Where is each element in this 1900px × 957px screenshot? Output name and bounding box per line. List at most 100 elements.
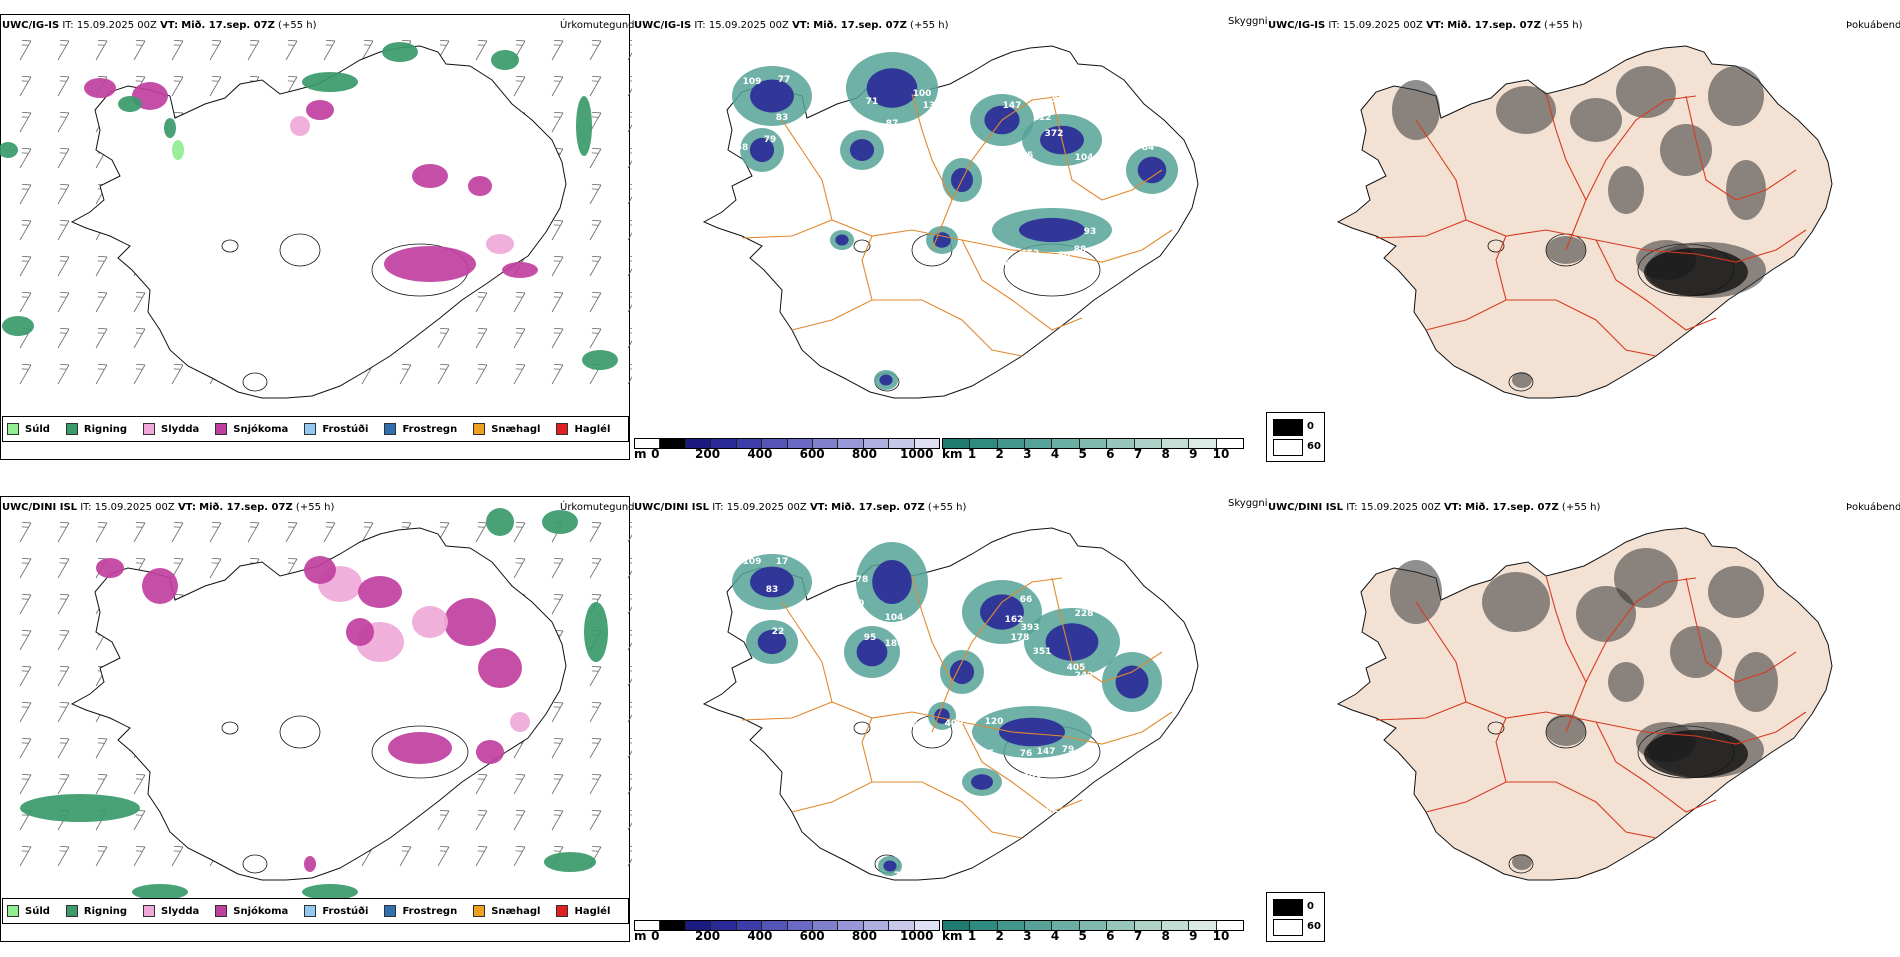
colorbar-cell — [997, 439, 1026, 448]
colorbar-tick: 600 — [799, 447, 825, 461]
wind-barb — [171, 76, 184, 97]
cloud-labels: 109 17 83 22 78 70 85 95 104 186 183 162 178 66 393 351… — [743, 557, 1094, 881]
precip-cell — [576, 96, 592, 156]
colorbar-cell — [736, 921, 763, 930]
wind-barb — [95, 846, 108, 867]
legend-swatch — [7, 905, 19, 917]
panel-header: UWC/DINI ISL IT: 15.09.2025 00Z VT: Mið.… — [2, 502, 334, 513]
cloud-core — [866, 68, 918, 108]
wind-barb — [589, 810, 602, 831]
wind-barb — [19, 630, 32, 651]
cloud-base-label: 117 — [1093, 169, 1112, 179]
wind-barb — [627, 112, 632, 133]
init-time: 15.09.2025 00Z — [76, 20, 157, 31]
colorbar-cell — [787, 921, 813, 930]
cloud-base-label: 152 — [1021, 249, 1040, 259]
cloud-base-label: 147 — [1037, 747, 1056, 757]
wind-barb — [589, 328, 602, 349]
cloud-core — [934, 708, 950, 724]
precip-cell — [306, 100, 334, 120]
cloud-base-label: 134 — [923, 101, 942, 111]
cloud-base-label: 183 — [933, 579, 952, 589]
colorbar-tick: 8 — [1161, 929, 1170, 943]
cloud-base-label: 79 — [764, 135, 777, 145]
fog-index-panel: UWC/DINI ISL IT: 15.09.2025 00Z VT: Mið.… — [1266, 482, 1900, 952]
colorbar-cell — [1079, 439, 1108, 448]
precip-type-panel: UWC/DINI ISL IT: 15.09.2025 00Z VT: Mið.… — [0, 482, 635, 952]
precip-cell — [502, 262, 538, 278]
road-line — [1565, 577, 1697, 733]
colorbar-tick: 6 — [1106, 929, 1115, 943]
wind-barb — [209, 76, 222, 97]
legend-label: Rigning — [83, 905, 128, 917]
wind-barb — [57, 738, 70, 759]
legend-label: Snæhagl — [491, 423, 541, 435]
wind-barb — [95, 364, 108, 385]
precip-cell — [172, 140, 184, 160]
fog-area — [1570, 98, 1622, 142]
init-time: 15.09.2025 00Z — [708, 20, 789, 31]
colorbar-cell — [1079, 921, 1108, 930]
road-line — [931, 577, 1063, 733]
lead-time: (+55 h) — [1544, 20, 1583, 31]
wind-barb — [437, 364, 450, 385]
wind-barb — [285, 40, 298, 61]
panel-header: UWC/IG-IS IT: 15.09.2025 00Z VT: Mið. 17… — [1268, 20, 1582, 31]
road-line — [911, 575, 953, 683]
wind-barb — [513, 522, 526, 543]
wind-barb — [513, 364, 526, 385]
wind-barb — [95, 40, 108, 61]
cloud-core — [849, 139, 875, 161]
legend-swatch — [143, 905, 156, 917]
wind-barb — [475, 364, 488, 385]
cloud-base-label: 85 — [982, 749, 995, 759]
wind-barb — [19, 76, 32, 97]
wind-barb — [437, 328, 450, 349]
cloud-base-label: 228 — [1075, 609, 1094, 619]
wind-barb — [589, 256, 602, 277]
legend-item: Snæhagl — [473, 905, 540, 917]
wind-barb — [171, 522, 184, 543]
road-line — [791, 781, 1023, 839]
visibility-map: 109 17 83 22 78 70 85 95 104 186 183 162 178 66 393 351… — [702, 527, 1199, 881]
cloud-base-label: 128 — [1005, 687, 1024, 697]
wind-barb — [57, 76, 70, 97]
valid-label: VT: — [809, 502, 828, 513]
wind-barb — [19, 774, 32, 795]
model-name: UWC/IG-IS — [1268, 20, 1326, 31]
wind-barb — [323, 40, 336, 61]
colorbar-tick: 2 — [995, 447, 1004, 461]
wind-barb — [589, 774, 602, 795]
glacier-outline — [242, 372, 268, 392]
road-line — [911, 93, 953, 201]
wind-barb — [19, 738, 32, 759]
wind-barb — [133, 328, 146, 349]
road-network — [741, 93, 1173, 357]
wind-barb — [361, 522, 374, 543]
wind-barb — [19, 594, 32, 615]
colorbar-m: m 0 200 400 600 800 1000 — [634, 438, 940, 466]
wind-barb — [95, 256, 108, 277]
init-label: IT: — [62, 20, 74, 31]
colorbar-tick: 9 — [1189, 929, 1198, 943]
glacier-outline — [371, 725, 469, 779]
valid-label: VT: — [792, 20, 811, 31]
wind-barb — [133, 40, 146, 61]
wind-barb — [589, 292, 602, 313]
precip-cell — [0, 142, 18, 158]
wind-barb — [551, 558, 564, 579]
road-line — [1545, 575, 1587, 683]
colorbar-cell — [685, 921, 712, 930]
cloud-base-label: 409 — [945, 719, 964, 729]
cloud-core — [1115, 665, 1149, 699]
cloud-base-label: 93 — [1084, 227, 1097, 237]
model-name: UWC/DINI ISL — [1268, 502, 1344, 513]
wind-barb — [627, 40, 632, 61]
colorbar-tick: 200 — [695, 447, 721, 461]
wind-barb — [475, 40, 488, 61]
init-label: IT: — [1328, 20, 1340, 31]
cloud-base-label: 81 — [1046, 805, 1059, 815]
visibility-map: 109 7783795871879410013494147112933721751… — [702, 45, 1199, 399]
wind-barb — [475, 774, 488, 795]
legend-swatch — [304, 905, 317, 917]
